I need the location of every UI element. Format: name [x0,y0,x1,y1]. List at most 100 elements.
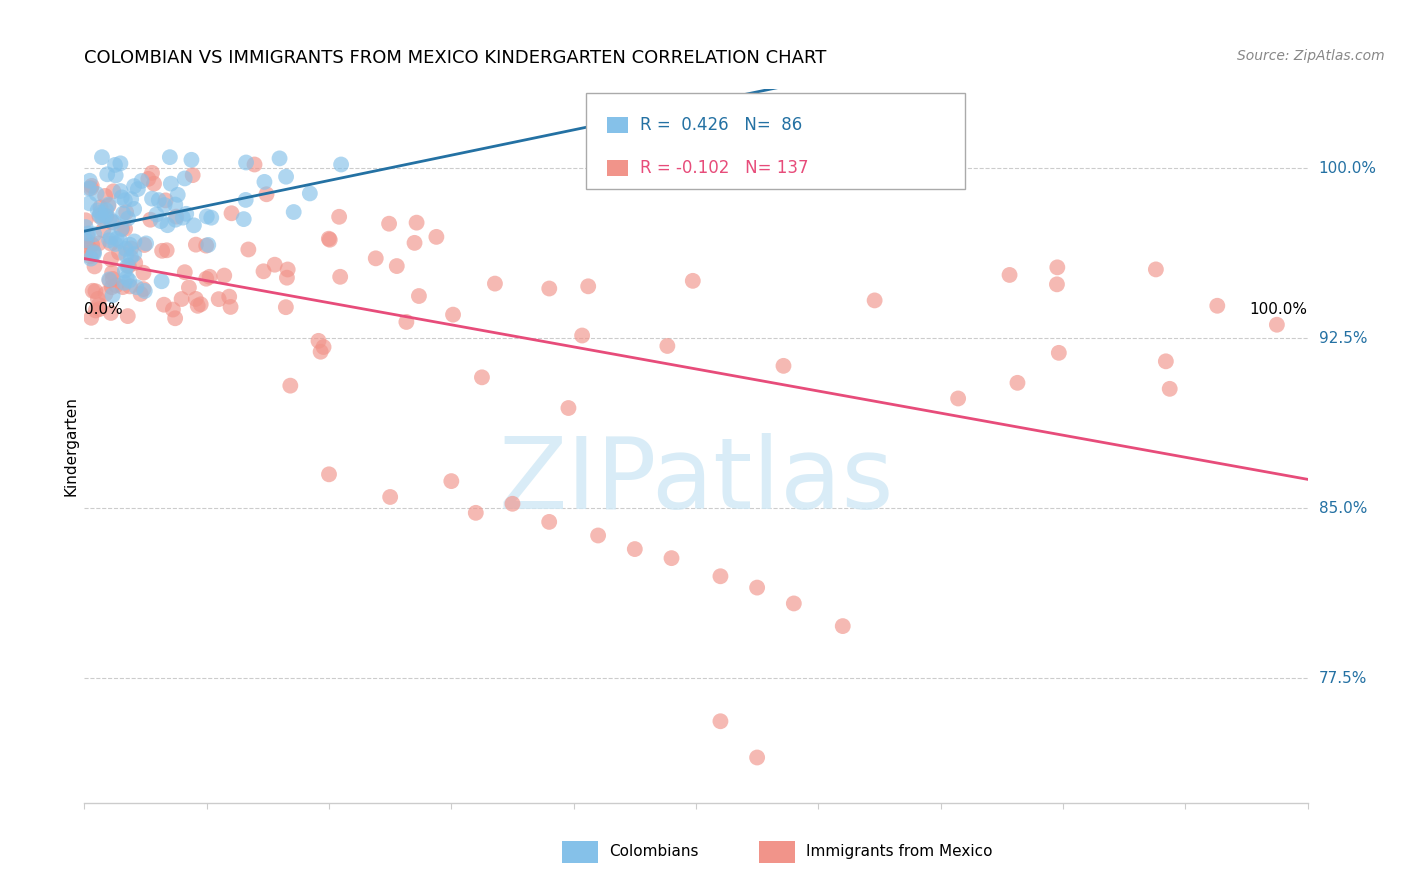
Point [221,206,243,220]
Point [122,179,145,194]
Point [141,166,163,180]
Point [1265,318,1288,332]
Point [709,714,731,729]
Text: COLOMBIAN VS IMMIGRANTS FROM MEXICO KINDERGARTEN CORRELATION CHART: COLOMBIAN VS IMMIGRANTS FROM MEXICO KIND… [84,49,827,67]
Point [471,370,494,384]
Point [111,280,134,294]
Point [153,298,176,312]
Point [831,619,853,633]
Point [682,274,704,288]
Point [772,359,794,373]
Point [195,238,218,252]
Point [330,157,353,171]
Point [124,235,146,249]
Y-axis label: Kindergarten: Kindergarten [63,396,79,496]
Point [91,150,114,164]
Text: Immigrants from Mexico: Immigrants from Mexico [806,845,993,859]
Point [181,168,204,182]
Point [149,214,172,228]
Point [219,300,242,314]
Point [624,542,647,557]
Point [75,220,97,235]
Point [117,259,139,273]
Point [464,506,486,520]
Point [329,269,352,284]
Point [97,197,120,211]
Point [77,181,100,195]
Point [395,315,418,329]
Point [91,211,114,226]
Point [143,177,166,191]
Text: Source: ZipAtlas.com: Source: ZipAtlas.com [1237,49,1385,63]
Point [115,248,138,262]
Point [114,242,136,256]
Point [105,232,128,246]
Point [661,551,683,566]
Point [183,219,205,233]
Point [98,233,121,247]
Point [308,334,330,348]
Point [218,290,240,304]
Point [283,205,305,219]
Point [79,249,101,263]
Point [132,266,155,280]
Point [235,155,257,169]
Point [87,292,110,306]
Point [100,236,122,251]
Text: 92.5%: 92.5% [1319,331,1367,346]
Point [557,401,579,415]
Point [160,177,183,191]
Text: Colombians: Colombians [609,845,699,859]
Point [83,227,105,242]
Point [79,196,101,211]
Point [405,216,427,230]
Point [80,181,103,195]
Point [84,303,107,318]
Point [129,287,152,301]
Point [101,266,124,280]
Point [114,263,136,277]
Point [243,157,266,171]
Point [132,282,155,296]
Point [378,217,401,231]
Point [86,186,108,201]
Point [165,311,187,326]
Point [87,236,110,251]
Point [312,340,335,354]
Point [364,252,387,266]
Point [441,308,464,322]
Point [277,262,299,277]
Point [156,244,179,258]
Point [111,221,134,235]
Point [1154,354,1177,368]
Point [105,278,128,293]
Point [408,289,430,303]
Point [274,169,297,184]
Point [184,292,207,306]
Point [124,256,146,270]
Point [404,235,426,250]
Point [118,273,141,287]
Point [318,232,340,246]
Point [89,208,111,222]
Text: R = -0.102   N= 137: R = -0.102 N= 137 [641,159,808,177]
Point [200,211,222,225]
Point [117,211,139,226]
Point [150,244,173,258]
Point [120,241,142,255]
Point [100,252,122,267]
FancyBboxPatch shape [586,93,965,189]
Bar [759,840,794,863]
Point [256,187,278,202]
Point [501,497,523,511]
Point [75,234,97,248]
Point [118,279,141,293]
Point [120,192,142,206]
Point [89,209,111,223]
Point [208,292,231,306]
Point [104,158,127,172]
Point [112,276,135,290]
Point [783,597,806,611]
Point [141,192,163,206]
Point [187,299,209,313]
